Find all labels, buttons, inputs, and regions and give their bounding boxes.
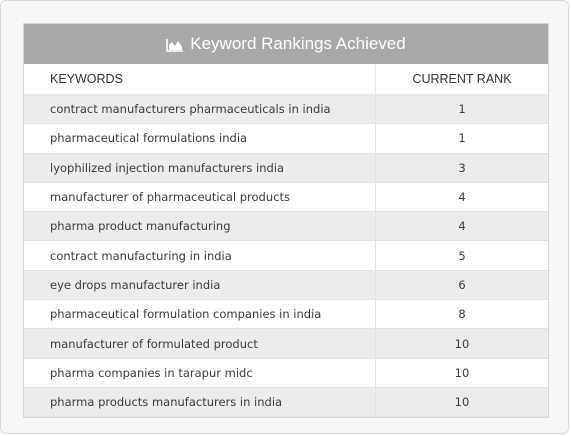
keyword-cell: contract manufacturing in india [24, 241, 376, 270]
keyword-cell: pharma product manufacturing [24, 212, 376, 241]
table-row: lyophilized injection manufacturers indi… [24, 153, 548, 183]
rank-cell: 10 [454, 395, 470, 410]
keyword-cell: pharma products manufacturers in india [24, 387, 376, 417]
keyword-cell: eye drops manufacturer india [24, 270, 376, 300]
current-rank-column-header: CURRENT RANK [412, 72, 512, 86]
table-row: eye drops manufacturer india 6 [24, 270, 548, 301]
table-header-row: KEYWORDS CURRENT RANK [24, 64, 548, 95]
rank-cell: 1 [458, 131, 466, 146]
table-row: pharma companies in tarapur midc 10 [24, 358, 548, 388]
table-body: contract manufacturers pharmaceuticals i… [24, 95, 548, 418]
keyword-cell: pharma companies in tarapur midc [24, 358, 376, 387]
rankings-table: Keyword Rankings Achieved KEYWORDS CURRE… [23, 23, 549, 419]
table-title-bar: Keyword Rankings Achieved [24, 24, 548, 64]
table-row: pharmaceutical formulation companies in … [24, 300, 548, 330]
rank-cell: 10 [454, 336, 470, 351]
keyword-cell: pharmaceutical formulation companies in … [24, 300, 376, 329]
table-row: pharmaceutical formulations india 1 [24, 124, 548, 154]
rank-cell: 5 [458, 248, 466, 263]
table-row: contract manufacturers pharmaceuticals i… [24, 95, 548, 125]
keyword-cell: manufacturer of pharmaceutical products [24, 182, 376, 212]
table-row: manufacturer of formulated product 10 [24, 329, 548, 359]
rank-cell: 1 [458, 102, 466, 117]
rank-cell: 4 [458, 190, 466, 205]
table-row: pharma products manufacturers in india 1… [24, 387, 548, 418]
keyword-cell: lyophilized injection manufacturers indi… [24, 153, 376, 182]
keywords-column-header: KEYWORDS [24, 64, 376, 94]
keyword-cell: contract manufacturers pharmaceuticals i… [24, 95, 376, 124]
rank-cell: 10 [454, 365, 470, 380]
table-row: contract manufacturing in india 5 [24, 241, 548, 271]
rank-cell: 4 [458, 219, 466, 234]
rank-cell: 6 [458, 277, 466, 292]
keyword-cell: pharmaceutical formulations india [24, 124, 376, 153]
table-row: manufacturer of pharmaceutical products … [24, 182, 548, 213]
rank-cell: 8 [458, 307, 466, 322]
table-title: Keyword Rankings Achieved [190, 34, 406, 53]
area-chart-icon [166, 37, 184, 52]
keyword-cell: manufacturer of formulated product [24, 329, 376, 358]
rank-cell: 3 [458, 160, 466, 175]
table-row: pharma product manufacturing 4 [24, 212, 548, 242]
